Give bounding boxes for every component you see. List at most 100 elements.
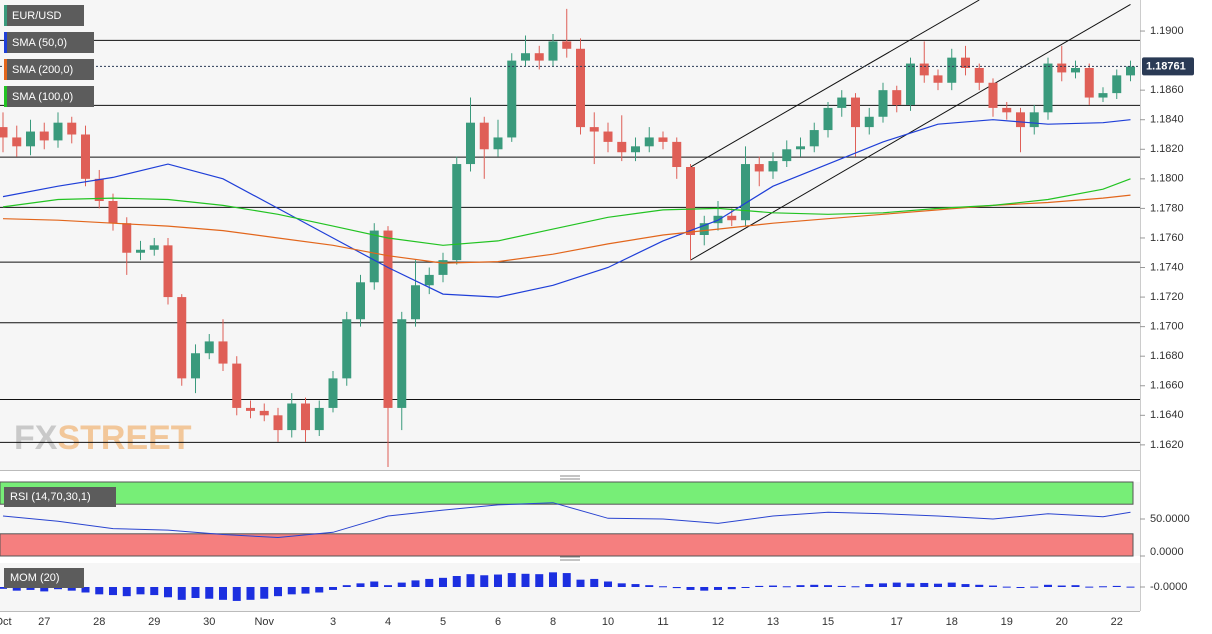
mom-bar (686, 587, 695, 590)
mom-bar (796, 585, 805, 587)
sma-line (2, 119, 1131, 298)
legend-box (4, 487, 116, 507)
grip[interactable] (560, 556, 580, 561)
mom-bar (466, 574, 475, 587)
candle-body (328, 378, 338, 408)
mom-bar (934, 583, 942, 587)
x-tick-label: 19 (1001, 616, 1013, 628)
candle-body (988, 82, 998, 108)
mom-bar (439, 577, 447, 587)
y-tick-label: 50.0000 (1150, 513, 1190, 525)
mom-bar (411, 580, 420, 587)
x-tick-label: 17 (891, 616, 903, 628)
mom-bar (1071, 585, 1080, 587)
mom-bar (425, 578, 434, 587)
mom-bar (782, 586, 791, 588)
mom-bar (521, 573, 530, 587)
mom-bar (164, 587, 172, 598)
mom-bar (989, 585, 997, 587)
mom-bar (604, 581, 612, 587)
candle-body (823, 107, 833, 131)
legend-label: SMA (100,0) (12, 91, 73, 103)
x-tick-label: 6 (495, 616, 501, 628)
mom-bar (329, 587, 337, 590)
y-tick-label: 1.1700 (1150, 321, 1184, 333)
mom-bar (837, 585, 846, 587)
candle-body (301, 403, 310, 431)
legend-swatch (4, 59, 7, 80)
legend-label: RSI (14,70,30,1) (10, 491, 91, 503)
y-tick-label: 0.0000 (1150, 546, 1184, 558)
mom-bar (906, 583, 915, 587)
candle-body (796, 146, 805, 150)
candle-body (686, 167, 695, 235)
candle-body (438, 260, 448, 275)
candle-body (424, 274, 434, 286)
candle-body (81, 134, 90, 179)
mom-bar (961, 584, 970, 587)
mom-bar (920, 582, 929, 587)
mom-bar (700, 587, 709, 591)
candle-body (741, 164, 750, 221)
x-tick-label: 10 (602, 616, 614, 628)
channel-line (690, 0, 980, 168)
mom-bar (26, 587, 35, 590)
mom-bar (947, 582, 956, 587)
mom-bar (769, 585, 777, 587)
mom-bar (136, 587, 145, 595)
mom-bar (714, 587, 722, 590)
mom-bar (975, 584, 984, 587)
candle-body (768, 161, 778, 172)
mom-bar (342, 585, 351, 587)
candle-body (961, 57, 970, 68)
y-tick-label: 1.1640 (1150, 409, 1184, 421)
mom-bar (892, 582, 901, 587)
candle-body (383, 230, 393, 408)
candle-body (1071, 67, 1080, 73)
candle-body (947, 57, 957, 83)
watermark-part: FX (14, 419, 58, 457)
mom-bar (507, 573, 516, 587)
grip[interactable] (560, 475, 580, 480)
x-tick-label: 8 (550, 616, 556, 628)
legend-label: SMA (50,0) (12, 37, 67, 49)
mom-bar (535, 574, 544, 587)
candle-body (562, 41, 572, 49)
legend-box (4, 59, 94, 80)
y-tick-label: 1.1800 (1150, 173, 1184, 185)
candle-body (617, 141, 627, 153)
candle-body (1029, 112, 1039, 128)
mom-bar (177, 587, 186, 600)
candle-body (1084, 67, 1094, 98)
candle-body (369, 230, 379, 283)
candle-body (53, 122, 63, 141)
candle-body (493, 137, 503, 150)
candle-body (713, 215, 723, 224)
y-tick-label: 1.1740 (1150, 261, 1184, 273)
candle-body (521, 53, 530, 61)
candle-body (26, 131, 35, 147)
x-tick-label: 4 (385, 616, 391, 628)
mom-bar (851, 586, 860, 588)
mom-bar (562, 573, 571, 587)
legend-box (4, 568, 84, 588)
candle-body (892, 90, 902, 105)
mom-bar (452, 576, 461, 587)
mom-bar (824, 585, 832, 587)
mom-bar (356, 583, 365, 587)
mom-bar (1016, 587, 1025, 588)
candle-body (727, 215, 737, 221)
legend-box (4, 32, 94, 53)
candle-body (149, 245, 159, 250)
candle-body (603, 131, 613, 142)
legend-swatch (4, 86, 7, 107)
candle-body (94, 178, 104, 202)
mom-bar (246, 587, 255, 600)
mom-bar (1002, 586, 1011, 588)
candle-body (837, 97, 847, 108)
mom-bar (879, 583, 887, 587)
candle-body (191, 353, 200, 379)
mom-bar (122, 587, 131, 597)
candle-body (534, 53, 544, 61)
